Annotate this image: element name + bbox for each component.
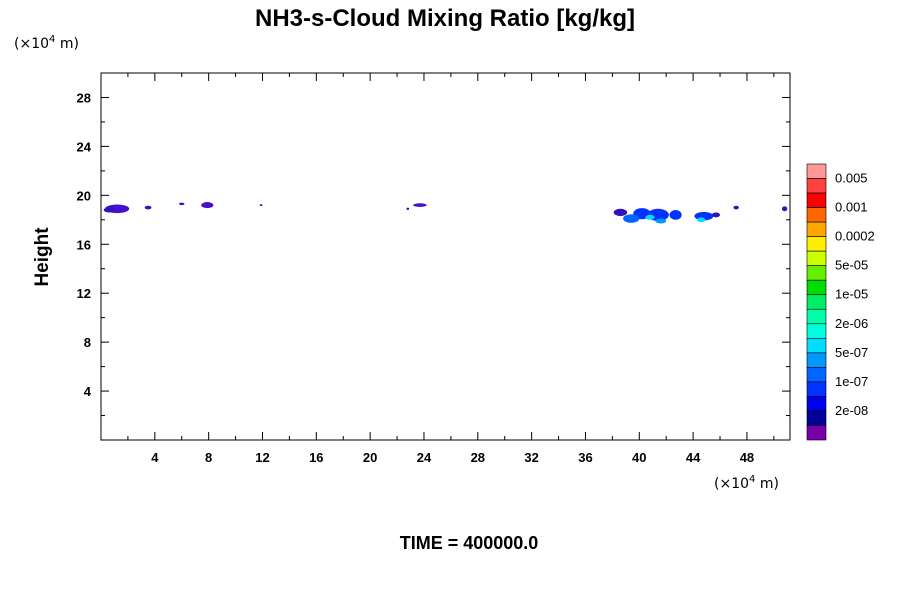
cloud-patch-6 <box>406 207 410 211</box>
colorbar-swatch <box>806 236 827 252</box>
data-layer <box>103 202 788 224</box>
y-axis-title: Height <box>32 227 53 287</box>
colorbar-swatch <box>806 163 827 179</box>
x-tick-label: 12 <box>255 450 269 465</box>
time-label: TIME = 400000.0 <box>400 533 539 553</box>
cloud-patch-16 <box>697 217 706 223</box>
colorbar-swatch <box>806 279 827 296</box>
colorbar-swatch <box>806 396 827 412</box>
cloud-patch-13 <box>655 218 667 224</box>
y-unit-label: (×104 m) <box>14 34 79 52</box>
colorbar-label: 2e-06 <box>835 316 868 331</box>
y-tick-label: 16 <box>77 237 91 252</box>
x-unit-label: (×104 m) <box>714 474 779 492</box>
y-tick-label: 8 <box>84 335 91 350</box>
y-tick-label: 20 <box>77 188 91 203</box>
colorbar-swatch <box>806 425 827 441</box>
x-tick-label: 40 <box>632 450 646 465</box>
colorbar-label: 5e-07 <box>835 345 868 360</box>
colorbar-swatch <box>806 308 827 325</box>
x-tick-label: 48 <box>740 450 754 465</box>
colorbar-swatch <box>806 221 827 237</box>
colorbar-label: 1e-07 <box>835 374 868 389</box>
x-tick-label: 24 <box>417 450 432 465</box>
cloud-patch-4 <box>201 202 214 209</box>
chart-title: NH3-s-Cloud Mixing Ratio [kg/kg] <box>255 5 635 32</box>
cloud-patch-1 <box>103 207 115 213</box>
colorbar-label: 5e-05 <box>835 258 868 273</box>
cloud-patch-7 <box>413 203 427 207</box>
colorbar: 0.005 0.001 0.0002 5e-05 1e-05 2e-06 5e-07 1e-0… <box>806 163 875 441</box>
x-tick-label: 8 <box>205 450 212 465</box>
colorbar-swatch <box>806 352 827 368</box>
x-tick-label: 20 <box>363 450 377 465</box>
colorbar-label: 1e-05 <box>835 287 868 302</box>
cloud-patch-14 <box>669 210 682 220</box>
colorbar-swatch <box>806 192 827 208</box>
x-tick-label: 28 <box>471 450 485 465</box>
cloud-patch-3 <box>179 202 185 206</box>
x-tick-label: 16 <box>309 450 323 465</box>
colorbar-swatch <box>806 381 827 397</box>
colorbar-swatch <box>806 178 827 194</box>
colorbar-swatch <box>806 367 827 383</box>
y-tick-label: 28 <box>77 90 91 105</box>
colorbar-swatch <box>806 410 827 426</box>
x-tick-label: 4 <box>151 450 159 465</box>
colorbar-swatch <box>806 338 827 354</box>
x-tick-label: 44 <box>686 450 701 465</box>
x-tick-label: 36 <box>578 450 592 465</box>
colorbar-label: 2e-08 <box>835 403 868 418</box>
cloud-patch-12 <box>623 214 640 223</box>
colorbar-label: 0.001 <box>835 200 868 215</box>
colorbar-swatch <box>806 294 827 310</box>
colorbar-label: 0.0002 <box>835 229 875 244</box>
cloud-patch-2 <box>144 205 152 210</box>
y-tick-label: 12 <box>77 286 91 301</box>
colorbar-swatch <box>806 250 827 266</box>
colorbar-swatch <box>806 207 827 223</box>
y-tick-label: 4 <box>84 384 92 399</box>
plot-frame <box>100 72 791 441</box>
cloud-patch-18 <box>733 205 739 210</box>
x-tick-label: 32 <box>524 450 538 465</box>
cloud-patch-19 <box>781 206 788 212</box>
colorbar-swatch <box>806 265 827 281</box>
cloud-patch-5 <box>259 204 263 207</box>
colorbar-swatch <box>806 323 827 339</box>
cloud-patch-17 <box>711 212 721 218</box>
colorbar-label: 0.005 <box>835 171 868 186</box>
cloud-patch-8 <box>613 208 628 217</box>
cloud-patch-11 <box>645 214 655 220</box>
y-tick-label: 24 <box>77 139 92 154</box>
